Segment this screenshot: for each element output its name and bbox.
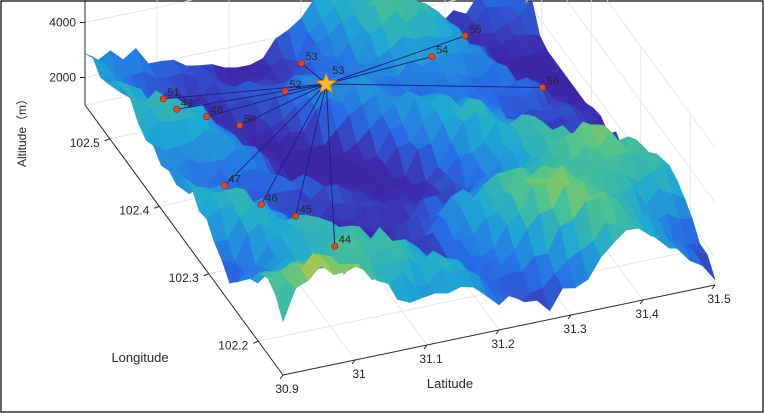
link-line-56 <box>326 83 543 89</box>
station-point-56 <box>539 84 547 92</box>
x-tick <box>351 359 356 365</box>
station-point-55 <box>461 32 469 40</box>
station-point-45 <box>292 212 300 220</box>
station-label-51: 51 <box>167 87 179 99</box>
station-point-49 <box>173 105 181 113</box>
station-label-46: 46 <box>265 192 277 204</box>
station-label-56: 56 <box>547 76 559 88</box>
x-tick-label: 31.4 <box>635 307 659 321</box>
station-point-50 <box>236 121 244 129</box>
y-axis-line <box>84 104 284 376</box>
x-tick <box>423 344 428 350</box>
x-tick-label: 30.9 <box>275 382 299 396</box>
station-point-44 <box>331 242 339 250</box>
y-tick <box>203 273 209 277</box>
y-axis-label: Longitude <box>111 350 168 365</box>
y-tick-label: 102.4 <box>119 203 149 217</box>
station-label-52: 52 <box>289 79 301 91</box>
x-tick <box>711 284 716 290</box>
link-line-51 <box>163 83 327 100</box>
hub-star <box>314 71 338 94</box>
station-point-54 <box>428 53 436 61</box>
station-point-53 <box>297 59 305 67</box>
x-axis-label: Latitude <box>427 376 473 391</box>
station-point-51 <box>159 95 167 103</box>
station-label-48: 48 <box>211 105 223 117</box>
z-tick-label: 4000 <box>49 16 76 30</box>
station-label-47: 47 <box>229 174 241 186</box>
station-label-50: 50 <box>244 113 256 125</box>
x-tick <box>495 329 500 335</box>
y-tick-label: 102.5 <box>70 136 100 150</box>
link-line-48 <box>206 83 327 118</box>
y-tick <box>253 340 259 344</box>
z-tick-label: 2000 <box>49 71 76 85</box>
link-line-55 <box>326 35 466 85</box>
station-point-48 <box>203 113 211 121</box>
x-tick-label: 31 <box>352 367 366 381</box>
x-tick-label: 31.1 <box>419 352 443 366</box>
z-axis-label: Altitude（m） <box>15 93 29 167</box>
axes-layer: 30.9 31 31.1 31.2 31.3 31.4 31.5 102.2 102.3 102.… <box>49 0 731 396</box>
link-line-50 <box>239 83 327 126</box>
x-tick <box>567 314 572 320</box>
y-tick-label: 102.2 <box>218 338 248 352</box>
station-label-44: 44 <box>339 234 351 246</box>
link-line-44 <box>325 83 336 247</box>
link-line-46 <box>260 83 327 205</box>
x-tick-label: 31.5 <box>707 292 731 306</box>
station-label-54: 54 <box>436 45 448 57</box>
station-point-52 <box>281 87 289 95</box>
hub-label: 53 <box>332 65 344 77</box>
station-links <box>163 35 543 247</box>
station-point-46 <box>257 200 265 208</box>
link-line-45 <box>295 83 327 217</box>
link-line-52 <box>285 83 327 92</box>
station-label-53: 53 <box>305 51 317 63</box>
terrain-facet <box>275 282 297 323</box>
terrain-surface <box>84 0 716 323</box>
y-tick <box>104 138 110 142</box>
y-tick <box>154 205 160 209</box>
y-tick-label: 102.3 <box>169 271 199 285</box>
station-label-49: 49 <box>181 97 193 109</box>
link-line-47 <box>224 83 327 187</box>
station-markers: 44 45 46 47 48 49 50 51 52 53 54 55 56 53 <box>159 24 559 250</box>
x-tick <box>279 374 284 380</box>
grid-line <box>606 0 716 148</box>
grid-line <box>84 0 716 203</box>
station-point-47 <box>221 182 229 190</box>
station-label-45: 45 <box>300 204 312 216</box>
station-label-55: 55 <box>469 24 481 36</box>
x-tick-label: 31.3 <box>563 322 587 336</box>
link-line-54 <box>326 56 433 85</box>
x-tick <box>639 299 644 305</box>
x-tick-label: 31.2 <box>491 337 515 351</box>
